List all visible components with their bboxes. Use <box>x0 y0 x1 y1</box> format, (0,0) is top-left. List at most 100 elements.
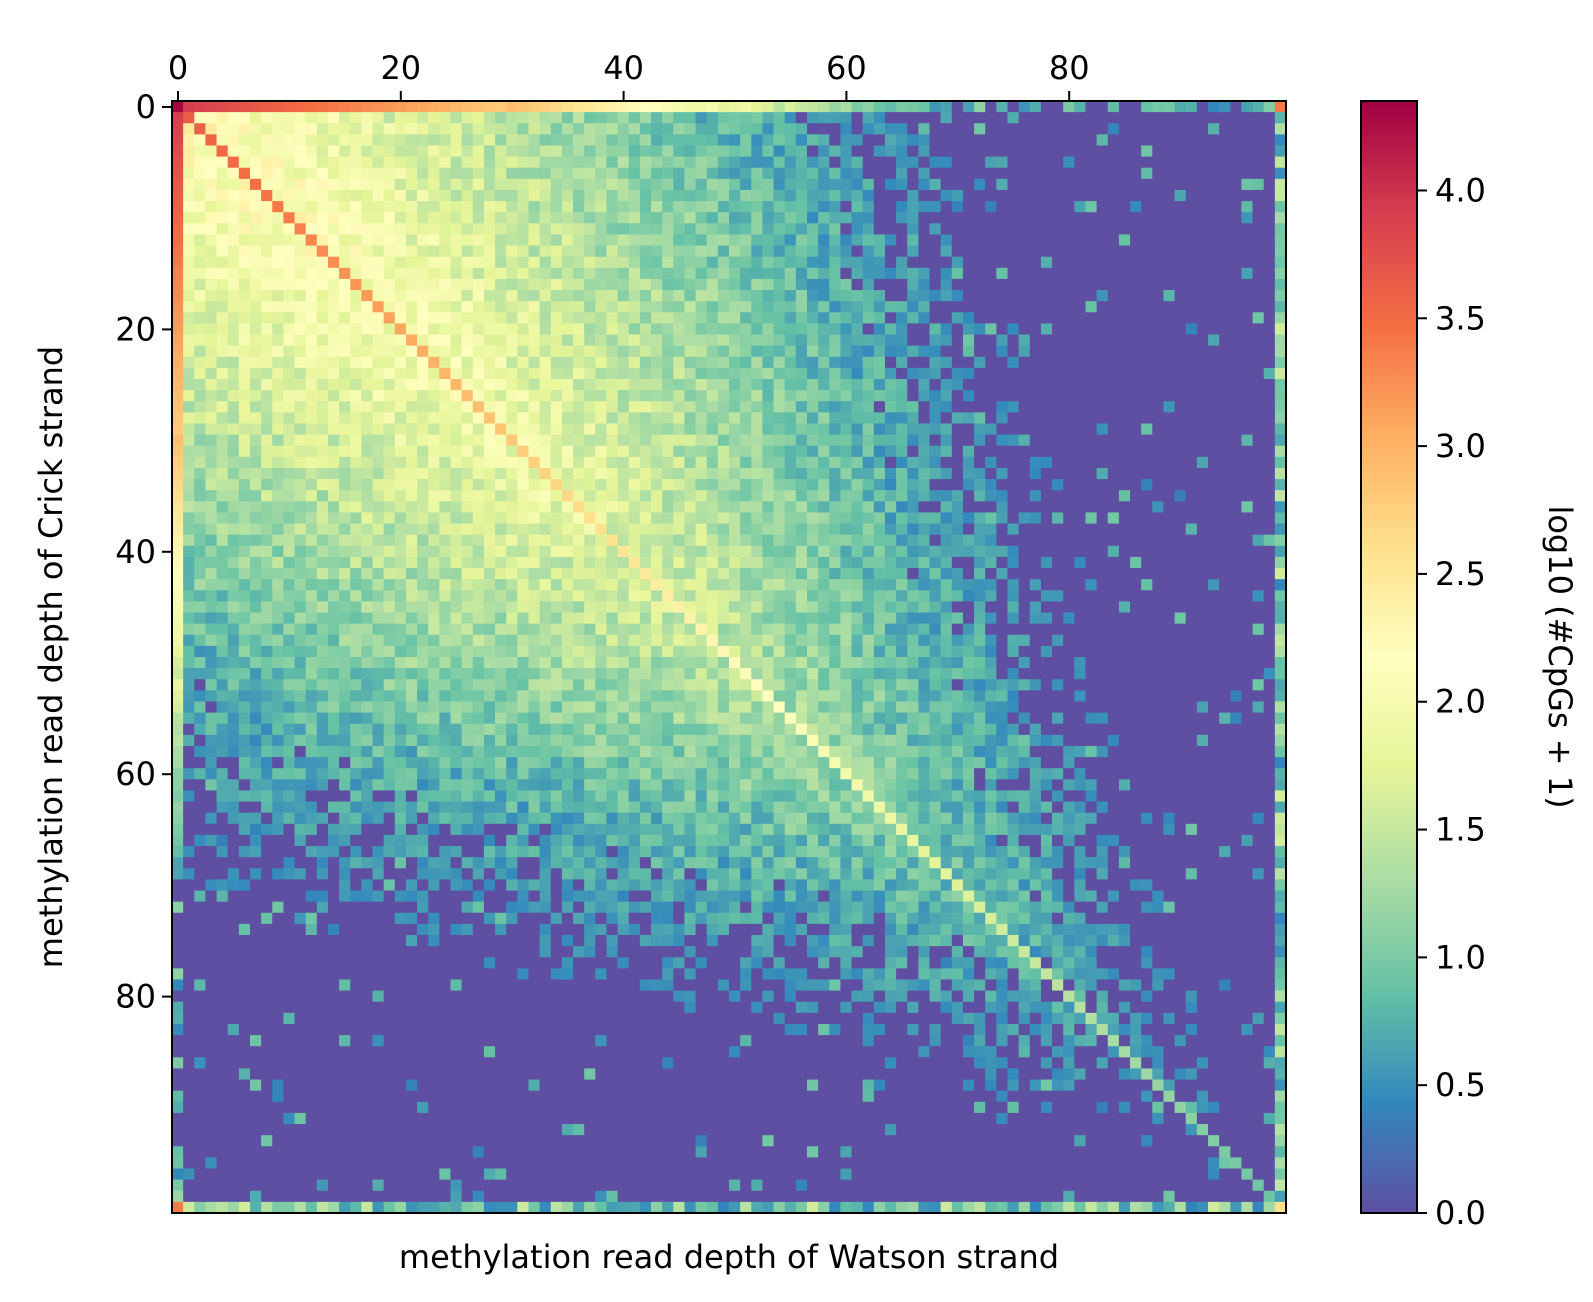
heatmap-cell <box>1130 445 1142 458</box>
heatmap-cell <box>1029 445 1042 458</box>
heatmap-cell <box>673 134 685 146</box>
heatmap-cell <box>483 167 496 180</box>
heatmap-cell <box>1274 534 1287 547</box>
heatmap-cell <box>717 401 730 413</box>
heatmap-cell <box>294 212 307 224</box>
heatmap-cell <box>383 601 396 614</box>
heatmap-cell <box>561 345 574 358</box>
heatmap-cell <box>873 134 886 146</box>
heatmap-cell <box>639 223 652 235</box>
heatmap-cell <box>506 401 518 413</box>
heatmap-cell <box>584 189 596 202</box>
heatmap-cell <box>506 590 518 602</box>
heatmap-cell <box>528 223 541 235</box>
heatmap-cell <box>305 523 318 536</box>
heatmap-cell <box>394 123 407 135</box>
heatmap-cell <box>394 501 407 513</box>
heatmap-cell <box>651 167 663 180</box>
heatmap-cell <box>829 101 841 113</box>
heatmap-cell <box>394 423 407 436</box>
heatmap-cell <box>873 301 886 313</box>
heatmap-cell <box>1029 467 1042 480</box>
heatmap-cell <box>1163 479 1176 491</box>
heatmap-cell <box>550 245 563 258</box>
heatmap-cell <box>517 367 529 380</box>
heatmap-cell <box>729 256 741 269</box>
heatmap-cell <box>606 278 619 291</box>
heatmap-cell <box>539 356 552 369</box>
heatmap-cell <box>450 634 463 647</box>
heatmap-cell <box>595 134 607 146</box>
heatmap-cell <box>606 145 619 158</box>
heatmap-cell <box>1263 201 1276 213</box>
heatmap-cell <box>996 556 1008 569</box>
heatmap-cell <box>550 123 563 135</box>
heatmap-cell <box>517 256 529 269</box>
heatmap-cell <box>684 312 697 324</box>
heatmap-cell <box>918 234 931 247</box>
heatmap-cell <box>1152 590 1164 602</box>
heatmap-cell <box>294 278 307 291</box>
heatmap-cell <box>1174 290 1187 302</box>
heatmap-cell <box>1107 167 1120 180</box>
heatmap-cell <box>550 223 563 235</box>
heatmap-cell <box>1208 256 1220 269</box>
heatmap-cell <box>1185 401 1198 413</box>
heatmap-cell <box>1141 490 1153 502</box>
heatmap-cell <box>350 512 362 525</box>
heatmap-cell <box>829 501 841 513</box>
heatmap-cell <box>606 334 619 347</box>
heatmap-cell <box>806 112 819 124</box>
heatmap-cell <box>283 445 296 458</box>
heatmap-cell <box>539 390 552 402</box>
heatmap-cell <box>316 245 329 258</box>
heatmap-cell <box>1040 601 1053 614</box>
heatmap-cell <box>1274 267 1287 280</box>
heatmap-cell <box>985 234 997 247</box>
heatmap-cell <box>706 379 719 391</box>
heatmap-cell <box>383 401 396 413</box>
heatmap-cell <box>706 134 719 146</box>
heatmap-cell <box>305 134 318 146</box>
heatmap-cell <box>495 590 507 602</box>
heatmap-cell <box>662 501 674 513</box>
heatmap-cell <box>695 212 708 224</box>
heatmap-cell <box>550 556 563 569</box>
heatmap-cell <box>261 545 273 558</box>
heatmap-cell <box>272 523 284 536</box>
heatmap-cell <box>305 189 318 202</box>
heatmap-cell <box>706 479 719 491</box>
heatmap-cell <box>651 334 663 347</box>
heatmap-cell <box>818 434 830 447</box>
heatmap-cell <box>617 623 630 636</box>
heatmap-cell <box>1074 401 1086 413</box>
heatmap-cell <box>1174 412 1187 424</box>
heatmap-cell <box>383 334 396 347</box>
heatmap-cell <box>216 534 229 547</box>
heatmap-cell <box>272 278 284 291</box>
heatmap-cell <box>806 434 819 447</box>
heatmap-cell <box>806 189 819 202</box>
heatmap-cell <box>172 601 184 614</box>
heatmap-cell <box>940 356 953 369</box>
heatmap-cell <box>439 201 451 213</box>
heatmap-cell <box>350 467 362 480</box>
heatmap-cell <box>1219 367 1231 380</box>
heatmap-cell <box>717 223 730 235</box>
heatmap-cell <box>483 556 496 569</box>
heatmap-cell <box>1174 123 1187 135</box>
heatmap-cell <box>294 356 307 369</box>
heatmap-cell <box>1074 434 1086 447</box>
heatmap-cell <box>996 201 1008 213</box>
heatmap-cell <box>706 434 719 447</box>
heatmap-cell <box>617 501 630 513</box>
heatmap-cell <box>238 345 251 358</box>
heatmap-cell <box>450 445 463 458</box>
heatmap-cell <box>417 101 429 113</box>
heatmap-cell <box>985 112 997 124</box>
heatmap-cell <box>695 345 708 358</box>
heatmap-cell <box>862 267 875 280</box>
heatmap-cell <box>361 445 374 458</box>
heatmap-cell <box>361 134 374 146</box>
heatmap-cell <box>1163 290 1176 302</box>
